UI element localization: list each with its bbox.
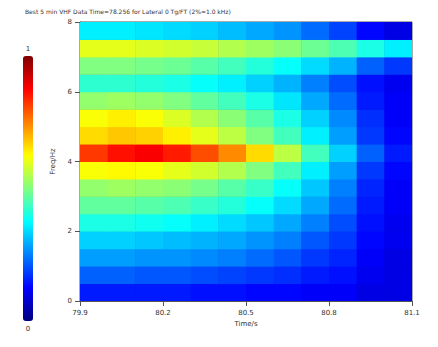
svg-text:Best 5 min VHF Data Time=78.25: Best 5 min VHF Data Time=78.256 for Late… — [25, 8, 231, 16]
svg-text:80.5: 80.5 — [238, 309, 254, 317]
svg-text:Time/s: Time/s — [233, 320, 257, 328]
svg-text:0: 0 — [68, 297, 72, 305]
svg-text:80.2: 80.2 — [155, 309, 171, 317]
svg-text:80.8: 80.8 — [321, 309, 337, 317]
svg-text:81.1: 81.1 — [404, 309, 420, 317]
svg-text:2: 2 — [68, 227, 72, 235]
svg-text:Freq/Hz: Freq/Hz — [49, 148, 57, 175]
svg-text:4: 4 — [68, 158, 73, 166]
svg-text:6: 6 — [68, 88, 73, 96]
svg-text:0: 0 — [26, 325, 30, 333]
svg-text:79.9: 79.9 — [72, 309, 88, 317]
svg-text:8: 8 — [68, 18, 72, 26]
svg-text:1: 1 — [26, 45, 30, 53]
